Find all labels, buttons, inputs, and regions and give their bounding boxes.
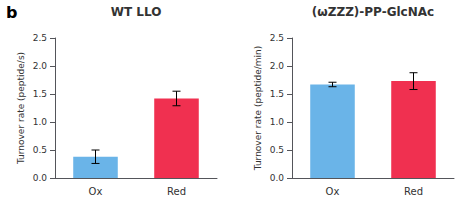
svg-text:2.0: 2.0 <box>270 61 285 71</box>
svg-text:1.0: 1.0 <box>33 117 48 127</box>
svg-text:Turnover rate (peptide/min): Turnover rate (peptide/min) <box>253 46 263 171</box>
svg-text:1.5: 1.5 <box>33 89 47 99</box>
svg-text:b: b <box>6 3 17 22</box>
svg-text:(ωZZZ)-PP-GlcNAc: (ωZZZ)-PP-GlcNAc <box>312 5 434 19</box>
svg-text:0.0: 0.0 <box>33 173 48 183</box>
svg-text:1.0: 1.0 <box>270 117 285 127</box>
svg-text:Ox: Ox <box>326 186 340 197</box>
svg-text:Red: Red <box>167 186 186 197</box>
svg-text:0.5: 0.5 <box>270 145 284 155</box>
svg-text:0.5: 0.5 <box>33 145 47 155</box>
svg-text:2.5: 2.5 <box>33 33 47 43</box>
svg-text:1.5: 1.5 <box>270 89 284 99</box>
svg-text:Turnover rate (peptide/s): Turnover rate (peptide/s) <box>16 52 26 165</box>
svg-text:Ox: Ox <box>89 186 103 197</box>
svg-text:Red: Red <box>404 186 423 197</box>
svg-text:0.0: 0.0 <box>270 173 285 183</box>
svg-text:2.0: 2.0 <box>33 61 48 71</box>
svg-text:WT LLO: WT LLO <box>111 5 162 19</box>
svg-text:2.5: 2.5 <box>270 33 284 43</box>
